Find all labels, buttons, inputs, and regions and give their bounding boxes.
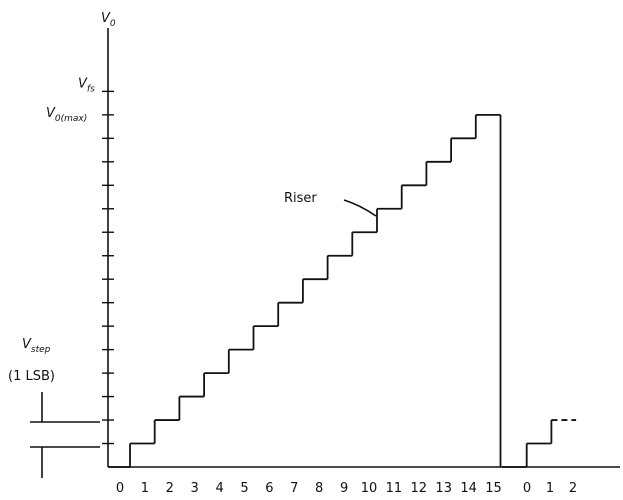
- riser-label: Riser: [284, 191, 317, 206]
- x-tick-label: 3: [191, 481, 199, 496]
- x-tick-label: 5: [240, 481, 248, 496]
- y-annotation-sub: 0(max): [55, 114, 87, 124]
- x-tick-label: 4: [215, 481, 223, 496]
- chart: V0 Vstep (1 LSB) Riser VfsV0(max)0123456…: [0, 0, 623, 500]
- x-tick-label: 7: [290, 481, 298, 496]
- x-tick-label: 10: [361, 481, 378, 496]
- step-note: (1 LSB): [8, 369, 55, 384]
- x-tick-label: 1: [141, 481, 149, 496]
- x-tick-label: 0: [523, 481, 531, 496]
- x-tick-label: 2: [166, 481, 174, 496]
- x-tick-label: 11: [386, 481, 403, 496]
- x-tick-label: 6: [265, 481, 273, 496]
- background: [0, 0, 623, 500]
- step-label-sub: step: [31, 345, 51, 355]
- x-tick-label: 1: [546, 481, 554, 496]
- x-tick-label: 13: [435, 481, 452, 496]
- x-tick-label: 8: [315, 481, 323, 496]
- x-tick-label: 12: [411, 481, 428, 496]
- x-tick-label: 9: [340, 481, 348, 496]
- y-label-sub: 0: [110, 19, 116, 29]
- x-tick-label: 14: [460, 481, 477, 496]
- y-annotation-sub: fs: [87, 84, 95, 94]
- x-tick-label: 2: [569, 481, 577, 496]
- x-tick-label: 15: [485, 481, 502, 496]
- x-tick-label: 0: [116, 481, 124, 496]
